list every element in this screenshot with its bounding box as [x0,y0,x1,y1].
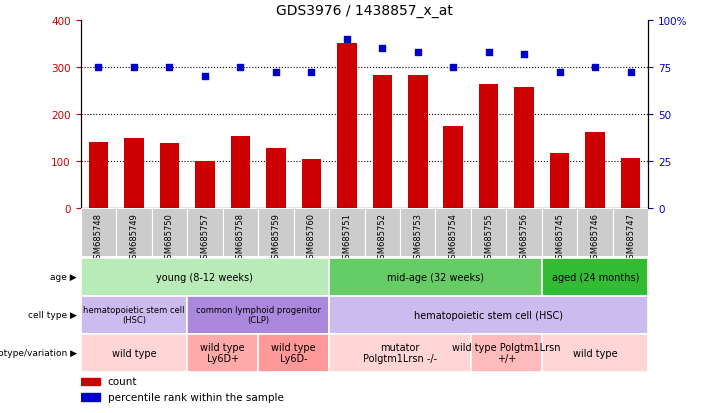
Point [164,64,175,71]
Bar [444,126,463,209]
Point [519,51,530,58]
Point [483,49,494,56]
Text: GSM685749: GSM685749 [130,212,138,263]
Text: wild type: wild type [111,348,156,358]
Bar [408,76,428,209]
Bar [471,334,542,372]
Bar [471,209,507,256]
Bar [258,209,294,256]
Point [376,45,388,52]
Title: GDS3976 / 1438857_x_at: GDS3976 / 1438857_x_at [276,4,453,18]
Text: percentile rank within the sample: percentile rank within the sample [108,392,283,402]
Bar [223,209,258,256]
Bar [400,209,435,256]
Point [448,64,459,71]
Bar [329,296,648,334]
Bar [151,209,187,256]
Text: GSM685754: GSM685754 [449,212,458,263]
Bar [258,334,329,372]
Text: GSM685752: GSM685752 [378,212,387,263]
Bar [542,258,648,296]
Bar [479,85,498,209]
Point [554,70,565,76]
Text: mutator
Polgtm1Lrsn -/-: mutator Polgtm1Lrsn -/- [363,342,437,363]
Bar [124,139,144,209]
Text: hematopoietic stem cell
(HSC): hematopoietic stem cell (HSC) [83,305,184,325]
Bar [621,158,641,209]
Bar [542,334,648,372]
Bar [294,209,329,256]
Text: count: count [108,377,137,387]
Text: GSM685757: GSM685757 [200,212,210,263]
Bar [329,209,365,256]
Text: common lymphoid progenitor
(CLP): common lymphoid progenitor (CLP) [196,305,320,325]
Point [235,64,246,71]
Text: mid-age (32 weeks): mid-age (32 weeks) [387,272,484,282]
Bar [88,143,108,209]
Bar [329,334,471,372]
Point [199,74,210,80]
Text: wild type: wild type [573,348,618,358]
Text: GSM685751: GSM685751 [342,212,351,263]
Bar [81,209,116,256]
Bar [372,76,392,209]
Text: GSM685750: GSM685750 [165,212,174,263]
Bar [585,133,605,209]
Text: GSM685755: GSM685755 [484,212,494,263]
Bar [329,258,542,296]
Text: GSM685747: GSM685747 [626,212,635,263]
Text: GSM685759: GSM685759 [271,212,280,263]
Text: GSM685758: GSM685758 [236,212,245,263]
Text: hematopoietic stem cell (HSC): hematopoietic stem cell (HSC) [414,310,563,320]
Bar [81,334,187,372]
Text: GSM685748: GSM685748 [94,212,103,263]
Bar [195,161,215,209]
Text: GSM685756: GSM685756 [519,212,529,263]
Point [625,70,637,76]
Bar [542,209,578,256]
Bar [81,377,100,385]
Text: GSM685746: GSM685746 [591,212,599,263]
Text: GSM685760: GSM685760 [307,212,315,263]
Bar [337,44,357,209]
Point [128,64,139,71]
Bar [301,159,321,209]
Bar [515,88,534,209]
Point [93,64,104,71]
Text: wild type Polgtm1Lrsn
+/+: wild type Polgtm1Lrsn +/+ [452,342,561,363]
Bar [81,296,187,334]
Text: cell type ▶: cell type ▶ [28,311,77,319]
Point [306,70,317,76]
Point [590,64,601,71]
Text: young (8-12 weeks): young (8-12 weeks) [156,272,253,282]
Bar [613,209,648,256]
Bar [365,209,400,256]
Bar [550,153,569,209]
Bar [116,209,151,256]
Bar [81,393,100,401]
Text: GSM685745: GSM685745 [555,212,564,263]
Bar [231,137,250,209]
Bar [187,296,329,334]
Bar [435,209,471,256]
Text: aged (24 months): aged (24 months) [552,272,639,282]
Point [341,36,353,43]
Point [412,49,423,56]
Bar [187,209,223,256]
Bar [266,149,285,209]
Point [270,70,281,76]
Text: genotype/variation ▶: genotype/variation ▶ [0,348,77,357]
Bar [187,334,258,372]
Bar [506,209,542,256]
Bar [160,144,179,209]
Bar [81,258,329,296]
Text: GSM685753: GSM685753 [414,212,422,263]
Text: wild type
Ly6D-: wild type Ly6D- [271,342,316,363]
Text: wild type
Ly6D+: wild type Ly6D+ [200,342,245,363]
Text: age ▶: age ▶ [50,273,77,282]
Bar [578,209,613,256]
